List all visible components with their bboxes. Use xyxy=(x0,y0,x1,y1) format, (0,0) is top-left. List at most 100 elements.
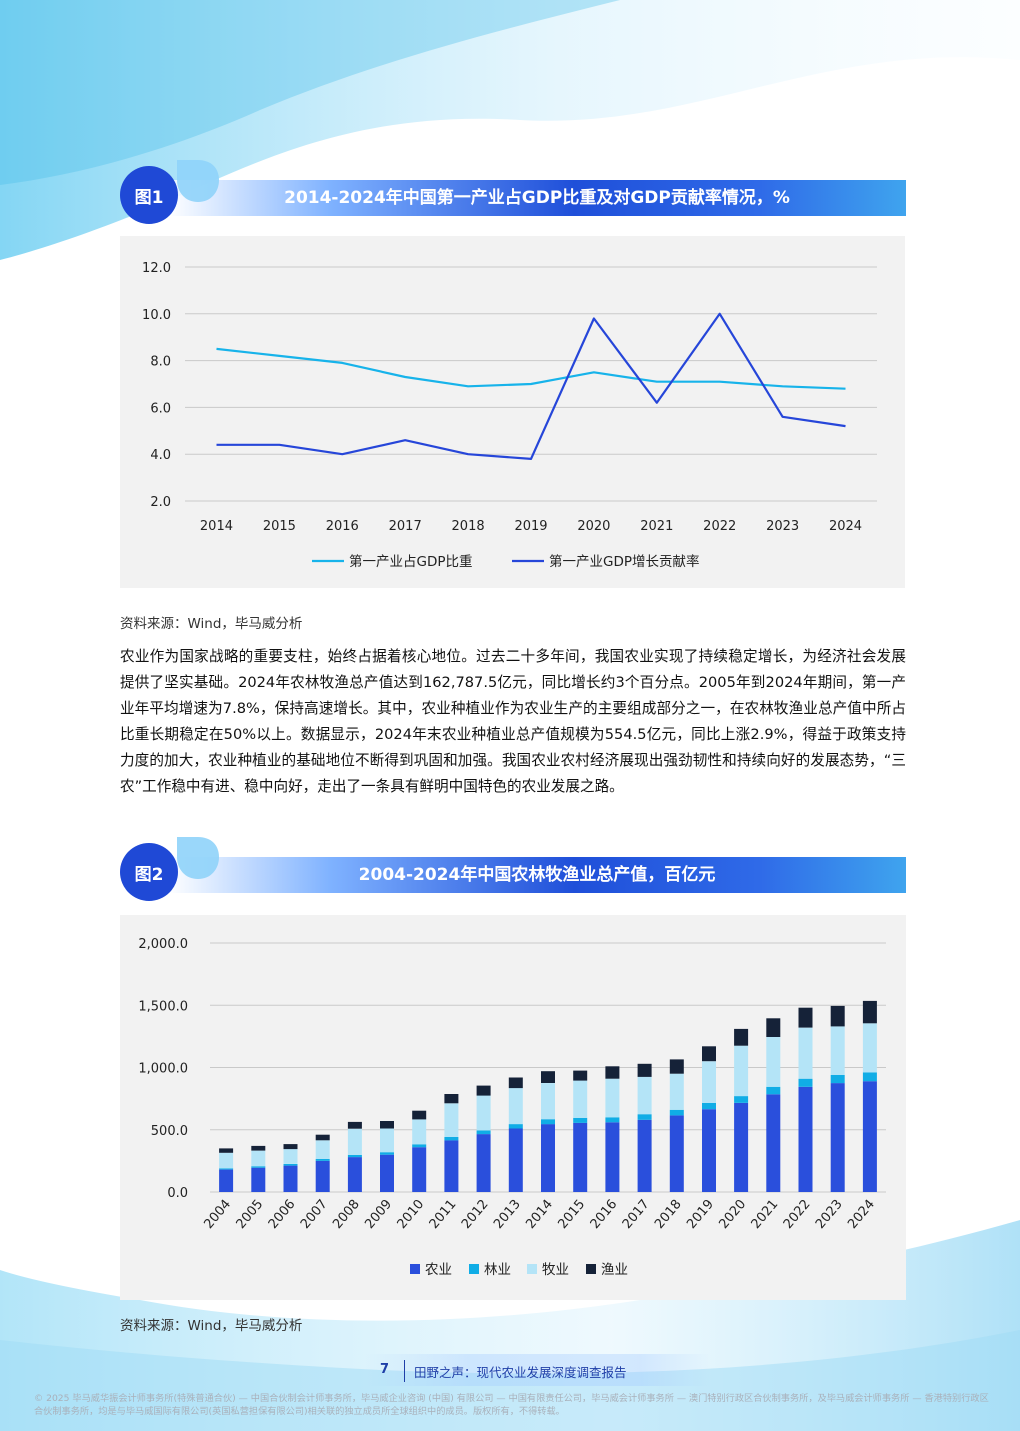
x-tick-label: 2024 xyxy=(845,1197,878,1232)
x-tick-label: 2024 xyxy=(829,519,862,534)
y-tick-label: 12.0 xyxy=(142,261,171,276)
x-tick-label: 2008 xyxy=(330,1197,363,1232)
bar-segment xyxy=(508,1124,523,1129)
figure2-title: 2004-2024年中国农林牧渔业总产值，百亿元 xyxy=(358,865,716,885)
x-tick-label: 2014 xyxy=(523,1197,556,1232)
y-tick-label: 8.0 xyxy=(150,355,171,370)
x-tick-label: 2019 xyxy=(684,1197,717,1232)
bar-segment xyxy=(830,1005,845,1027)
y-tick-label: 2.0 xyxy=(150,495,171,510)
bar-segment xyxy=(347,1154,362,1158)
figure1-header: 图1 2014-2024年中国第一产业占GDP比重及对GDP贡献率情况，% xyxy=(120,160,906,224)
bar-segment xyxy=(347,1121,362,1129)
bar-segment xyxy=(573,1117,588,1123)
bar-segment xyxy=(605,1078,620,1118)
x-tick-label: 2018 xyxy=(652,1197,685,1232)
bar-segment xyxy=(605,1066,620,1079)
bar-segment xyxy=(476,1095,491,1131)
bar-segment xyxy=(702,1046,716,1062)
x-tick-label: 2014 xyxy=(200,519,233,534)
bar-segment xyxy=(444,1140,459,1192)
bar-segment xyxy=(573,1122,588,1192)
bar-segment xyxy=(702,1109,716,1192)
water-drop-icon xyxy=(177,160,219,202)
bar-segment xyxy=(219,1148,234,1153)
bar-segment xyxy=(734,1103,749,1192)
x-tick-label: 2013 xyxy=(491,1197,524,1232)
legend-swatch xyxy=(469,1264,479,1274)
x-tick-label: 2023 xyxy=(813,1197,846,1232)
bar-segment xyxy=(798,1078,813,1087)
bar-segment xyxy=(862,1023,877,1073)
x-tick-label: 2017 xyxy=(620,1197,653,1232)
bar-segment xyxy=(283,1164,298,1166)
bar-segment xyxy=(315,1159,330,1161)
x-tick-label: 2011 xyxy=(427,1197,460,1232)
water-drop-icon xyxy=(177,837,219,879)
bar-segment xyxy=(862,1072,877,1082)
bar-segment xyxy=(798,1007,813,1028)
footer-band xyxy=(365,1354,710,1386)
bar-segment xyxy=(251,1166,266,1168)
x-tick-label: 2012 xyxy=(459,1197,492,1232)
bar-segment xyxy=(541,1124,555,1192)
y-tick-label: 1,000.0 xyxy=(138,1062,188,1077)
bar-segment xyxy=(862,1081,877,1192)
page-number: 7 xyxy=(380,1362,390,1377)
x-tick-label: 2006 xyxy=(266,1197,299,1232)
x-tick-label: 2022 xyxy=(781,1197,814,1232)
bar-segment xyxy=(283,1144,298,1150)
bar-segment xyxy=(766,1086,781,1095)
bar-segment xyxy=(380,1152,394,1155)
x-tick-label: 2020 xyxy=(577,519,610,534)
legend-label: 牧业 xyxy=(542,1262,569,1278)
bar-segment xyxy=(637,1063,652,1077)
bar-segment xyxy=(476,1134,491,1192)
figure2-header: 图2 2004-2024年中国农林牧渔业总产值，百亿元 xyxy=(120,837,906,901)
bar-segment xyxy=(251,1167,266,1192)
bar-segment xyxy=(412,1147,427,1192)
bar-segment xyxy=(702,1103,716,1110)
x-tick-label: 2023 xyxy=(766,519,799,534)
bar-segment xyxy=(637,1114,652,1120)
bar-segment xyxy=(830,1075,845,1084)
bar-segment xyxy=(219,1152,234,1169)
bar-segment xyxy=(669,1109,684,1116)
bar-segment xyxy=(573,1070,588,1081)
legend-label: 第一产业GDP增长贡献率 xyxy=(549,553,700,570)
figure2-title-bar xyxy=(168,857,906,893)
legend-label: 渔业 xyxy=(601,1262,628,1278)
bar-segment xyxy=(766,1018,781,1037)
bar-segment xyxy=(315,1134,330,1141)
copyright-notice: © 2025 毕马威华振会计师事务所(特殊普通合伙) — 中国合伙制会计师事务所… xyxy=(34,1393,989,1417)
x-tick-label: 2010 xyxy=(395,1197,428,1232)
bar-segment xyxy=(798,1027,813,1079)
y-tick-label: 4.0 xyxy=(150,448,171,463)
legend-swatch xyxy=(410,1264,420,1274)
footer-divider xyxy=(404,1360,405,1382)
y-tick-label: 0.0 xyxy=(167,1186,188,1201)
bar-segment xyxy=(702,1061,716,1103)
bar-segment xyxy=(541,1083,555,1120)
bar-segment xyxy=(798,1086,813,1192)
bar-segment xyxy=(830,1083,845,1192)
x-tick-label: 2022 xyxy=(703,519,736,534)
y-tick-label: 500.0 xyxy=(151,1124,188,1139)
bar-segment xyxy=(315,1160,330,1192)
x-tick-label: 2007 xyxy=(298,1197,331,1232)
x-tick-label: 2017 xyxy=(389,519,422,534)
x-tick-label: 2019 xyxy=(514,519,547,534)
bar-segment xyxy=(830,1026,845,1075)
x-tick-label: 2018 xyxy=(452,519,485,534)
x-tick-label: 2015 xyxy=(555,1197,588,1232)
bar-segment xyxy=(283,1149,298,1164)
line-chart: 2.0 4.0 6.0 8.0 10.0 12.0 2014 2015 2016 2017 2018… xyxy=(142,261,877,570)
bar-segment xyxy=(605,1122,620,1192)
bar-segment xyxy=(637,1076,652,1115)
x-tick-label: 2020 xyxy=(716,1197,749,1232)
bar-segment xyxy=(734,1028,749,1046)
bar-segment xyxy=(573,1080,588,1118)
bar-segment xyxy=(347,1157,362,1192)
bar-segment xyxy=(541,1119,555,1125)
bar-segment xyxy=(444,1094,459,1104)
